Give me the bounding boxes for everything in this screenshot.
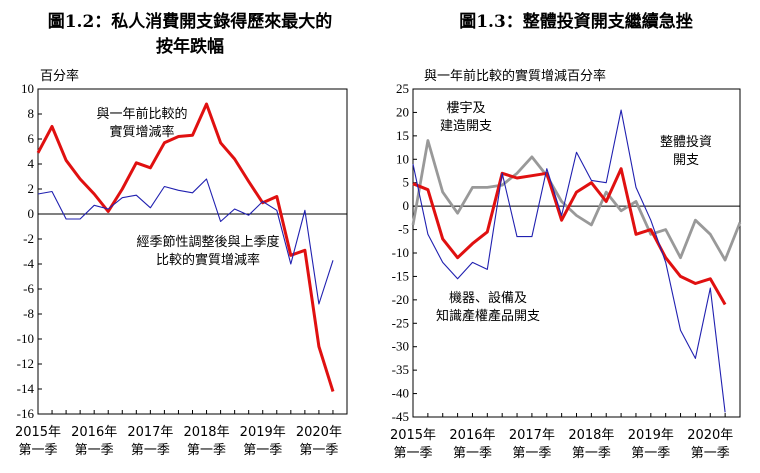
chart1-y-axis-label: 百分率: [40, 68, 79, 84]
chart1-title-line1: 圖1.2：私人消費開支錄得歷來最大的: [48, 11, 333, 32]
chart1-x-year-label: 2018年: [183, 425, 229, 440]
chart2-title: 圖1.3：整體投資開支繼續急挫: [459, 11, 693, 32]
chart1-y-tick-label: 6: [28, 131, 35, 146]
chart2-x-quarter-label: 第一季: [453, 446, 492, 461]
chart1-blue-annotation-line2: 比較的實質增減率: [156, 252, 260, 268]
chart2-x-year-label: 2017年: [509, 428, 555, 443]
chart2-x-year-label: 2015年: [390, 428, 436, 443]
chart2-y-tick-label: -40: [392, 386, 409, 401]
chart1-y-tick-label: -4: [23, 256, 34, 271]
chart2-red-annotation-line1: 整體投資: [660, 134, 712, 150]
chart2-y-tick-label: -35: [392, 362, 409, 377]
chart1-y-tick-label: 4: [28, 156, 35, 171]
chart1-y-tick-label: -2: [23, 231, 34, 246]
chart2-y-tick-label: 0: [403, 198, 410, 213]
chart1-y-tick-label: 10: [21, 81, 34, 96]
chart2-y-tick-label: 5: [403, 175, 410, 190]
chart1-x-year-label: 2017年: [127, 425, 173, 440]
chart2-y-tick-label: 25: [396, 81, 409, 96]
chart1-x-quarter-label: 第一季: [299, 443, 338, 458]
chart2-red-annotation-line2: 開支: [673, 153, 699, 168]
chart1-y-tick-label: 0: [28, 206, 35, 221]
chart1-y-tick-label: 2: [28, 181, 35, 196]
chart2-y-tick-label: -30: [392, 339, 409, 354]
chart2-x-quarter-label: 第一季: [512, 446, 551, 461]
chart2-x-year-label: 2019年: [628, 428, 674, 443]
chart1-y-tick-label: -14: [17, 381, 35, 396]
chart2-x-quarter-label: 第一季: [631, 446, 670, 461]
chart2-series-line-3: [412, 109, 726, 413]
chart2-y-tick-label: 20: [396, 104, 409, 119]
chart2-y-axis-label: 與一年前比較的實質增減百分率: [424, 68, 606, 84]
chart2-x-year-label: 2020年: [687, 428, 733, 443]
chart1-x-quarter-label: 第一季: [131, 443, 170, 458]
chart2-y-tick-label: -10: [392, 245, 409, 260]
chart1-x-quarter-label: 第一季: [18, 443, 57, 458]
chart1-red-annotation-line2: 實質增減率: [109, 124, 174, 140]
chart2-gray-annotation-line1: 樓宇及: [446, 101, 485, 116]
chart1-blue-annotation-line1: 經季節性調整後與上季度: [136, 234, 279, 250]
chart1-y-tick-label: -8: [23, 306, 34, 321]
chart1-x-quarter-label: 第一季: [187, 443, 226, 458]
chart2-y-tick-label: 10: [396, 151, 409, 166]
chart1-y-tick-label: -16: [17, 406, 35, 421]
chart2-x-quarter-label: 第一季: [572, 446, 611, 461]
chart2-y-tick-label: 15: [396, 128, 409, 143]
chart2-y-tick-label: -20: [392, 292, 409, 307]
chart1-x-year-label: 2020年: [296, 425, 342, 440]
chart1-x-year-label: 2019年: [240, 425, 286, 440]
chart1-x-year-label: 2016年: [71, 425, 117, 440]
chart2-y-tick-label: -45: [392, 409, 409, 424]
chart2-gray-annotation-line2: 建造開支: [440, 119, 492, 134]
chart1-y-tick-label: -6: [23, 281, 34, 296]
chart1-y-tick-label: -12: [17, 356, 34, 371]
chart1-series-line-2: [37, 178, 334, 305]
chart1-x-quarter-label: 第一季: [75, 443, 114, 458]
chart2-x-quarter-label: 第一季: [691, 446, 730, 461]
chart2-y-tick-label: -15: [392, 268, 409, 283]
chart2-series-line-2: [412, 167, 727, 306]
chart2-y-tick-label: -25: [392, 315, 409, 330]
chart1-x-year-label: 2015年: [15, 425, 61, 440]
chart1-series-line-1: [36, 102, 335, 392]
chart2-blue-annotation-line2: 知識產權產品開支: [436, 308, 540, 324]
chart2-blue-annotation-line1: 機器、設備及: [449, 290, 527, 306]
chart1-y-tick-label: -10: [17, 331, 34, 346]
chart2-x-year-label: 2018年: [568, 428, 614, 443]
chart2-x-quarter-label: 第一季: [393, 446, 432, 461]
chart1-x-quarter-label: 第一季: [243, 443, 282, 458]
chart1-y-tick-label: 8: [28, 106, 35, 121]
chart2-y-tick-label: -5: [398, 222, 409, 237]
chart2-series-line-1: [411, 139, 742, 262]
chart1-title-line2: 按年跌幅: [156, 36, 224, 57]
chart1-red-annotation-line1: 與一年前比較的: [96, 106, 187, 122]
chart2-x-year-label: 2016年: [449, 428, 495, 443]
